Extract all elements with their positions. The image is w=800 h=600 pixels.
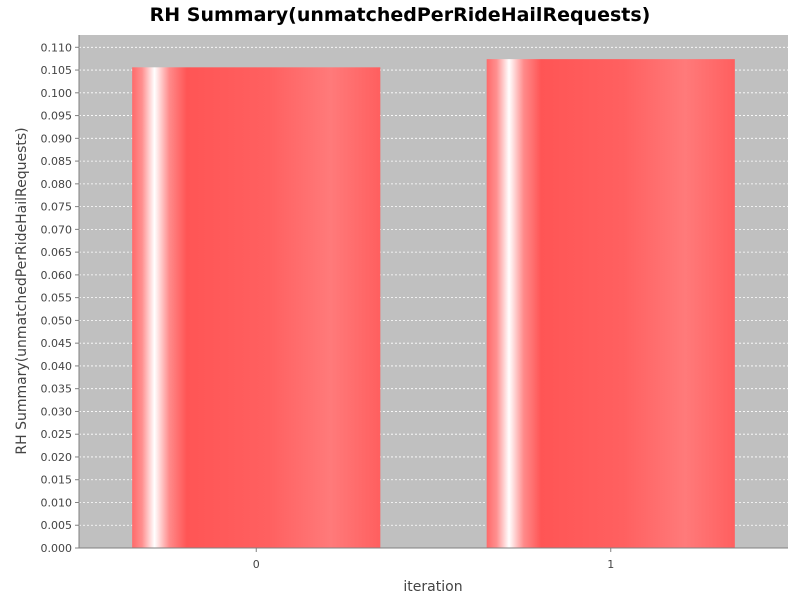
x-axis-label: iteration (403, 579, 462, 595)
y-tick-label: 0.100 (41, 87, 73, 100)
x-tick-label: 1 (607, 558, 614, 571)
y-tick-label: 0.045 (41, 337, 73, 350)
y-tick-label: 0.050 (41, 314, 73, 327)
y-tick-label: 0.055 (41, 292, 73, 305)
y-tick-label: 0.070 (41, 223, 73, 236)
y-tick-label: 0.000 (41, 542, 73, 555)
y-tick-label: 0.025 (41, 428, 73, 441)
chart-title: RH Summary(unmatchedPerRideHailRequests) (150, 4, 651, 26)
y-tick-label: 0.105 (41, 64, 73, 77)
y-axis-label: RH Summary(unmatchedPerRideHailRequests) (14, 127, 30, 454)
y-axis: 0.000 0.005 0.010 0.015 0.020 0.025 0.030 0.035… (41, 35, 80, 555)
bar-1 (486, 59, 735, 548)
y-tick-label: 0.010 (41, 496, 73, 509)
y-tick-label: 0.035 (41, 383, 73, 396)
x-tick-label: 0 (253, 558, 260, 571)
y-tick-label: 0.095 (41, 110, 73, 123)
y-tick-label: 0.020 (41, 451, 73, 464)
y-tick-label: 0.110 (41, 41, 73, 54)
y-tick-label: 0.040 (41, 360, 73, 373)
y-tick-label: 0.075 (41, 201, 73, 214)
y-tick-label: 0.005 (41, 519, 73, 532)
y-tick-label: 0.015 (41, 474, 73, 487)
bars (132, 59, 735, 548)
bar-0 (132, 67, 381, 548)
y-tick-label: 0.065 (41, 246, 73, 259)
y-tick-label: 0.060 (41, 269, 73, 282)
y-tick-label: 0.085 (41, 155, 73, 168)
y-tick-label: 0.030 (41, 405, 73, 418)
y-tick-label: 0.080 (41, 178, 73, 191)
y-tick-label: 0.090 (41, 132, 73, 145)
